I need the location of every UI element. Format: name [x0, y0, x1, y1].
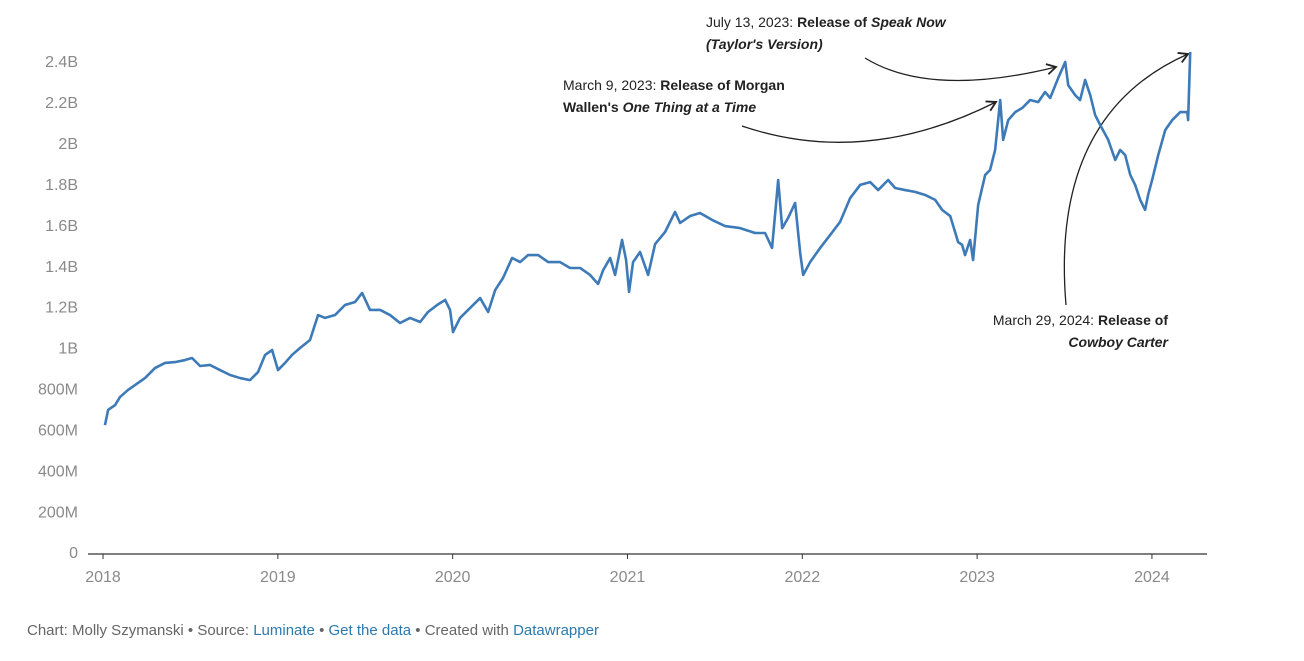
source-label: Source: — [197, 622, 250, 639]
y-tick-label: 1.4B — [45, 259, 78, 276]
y-tick-label: 0 — [69, 545, 78, 562]
source-link[interactable]: Luminate — [253, 622, 315, 639]
y-tick-label: 800M — [38, 382, 78, 399]
y-tick-label: 1.8B — [45, 177, 78, 194]
credit: Chart: Molly Szymanski — [27, 622, 184, 639]
annotation-arrow — [864, 57, 1058, 82]
x-tick-label: 2021 — [610, 569, 646, 586]
annotation: March 29, 2024: Release of Cowboy Carter — [948, 309, 1168, 353]
annotation-text: Release of — [1097, 312, 1168, 328]
y-tick-label: 2.2B — [45, 95, 78, 112]
separator: • — [415, 622, 421, 639]
x-tick-label: 2018 — [85, 569, 121, 586]
created-label: Created with — [424, 622, 509, 639]
annotation-title: One Thing at a Time — [622, 99, 757, 115]
annotation-date: July 13, 2023: — [706, 14, 794, 30]
x-tick-label: 2020 — [435, 569, 471, 586]
footer: Chart: Molly Szymanski • Source: Luminat… — [27, 622, 599, 639]
y-tick-label: 2.4B — [45, 54, 78, 71]
annotation-title: Speak Now (Taylor's Version) — [706, 14, 946, 52]
y-tick-label: 2B — [58, 136, 78, 153]
data-link[interactable]: Get the data — [328, 622, 412, 639]
annotation-text: Release of Morgan Wallen's — [563, 77, 785, 115]
y-tick-label: 200M — [38, 504, 78, 521]
annotation-date: March 9, 2023: — [563, 77, 657, 93]
x-tick-label: 2019 — [260, 569, 296, 586]
data-line — [103, 51, 1192, 426]
x-tick-label: 2023 — [959, 569, 995, 586]
y-tick-label: 1B — [58, 341, 78, 358]
separator: • — [187, 622, 194, 639]
y-tick-label: 600M — [38, 422, 78, 439]
y-tick-label: 400M — [38, 463, 78, 480]
y-tick-label: 1.6B — [45, 218, 78, 235]
tool-link[interactable]: Datawrapper — [513, 622, 599, 639]
annotation-text: Release of — [797, 14, 868, 30]
y-tick-label: 1.2B — [45, 300, 78, 317]
annotation-title: Cowboy Carter — [1068, 334, 1168, 350]
annotation: March 9, 2023: Release of Morgan Wallen'… — [563, 74, 833, 118]
annotation-arrow — [741, 100, 998, 143]
annotation-arrow — [1063, 52, 1190, 306]
separator: • — [319, 622, 325, 639]
x-tick-label: 2022 — [785, 569, 821, 586]
x-tick-label: 2024 — [1134, 569, 1170, 586]
annotation: July 13, 2023: Release of Speak Now (Tay… — [706, 11, 956, 55]
annotation-date: March 29, 2024: — [992, 312, 1095, 328]
